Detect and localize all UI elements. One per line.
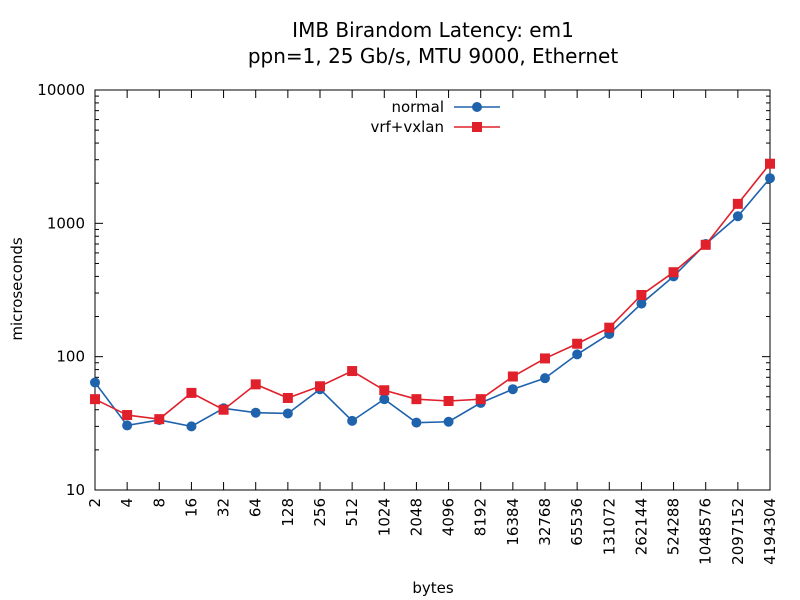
x-tick-label: 64 (247, 498, 265, 517)
data-point-circle (379, 394, 390, 405)
x-tick-label: 2048 (407, 498, 425, 536)
x-tick-label: 1024 (375, 498, 393, 536)
x-tick-label: 128 (279, 498, 297, 527)
legend-marker (472, 102, 482, 112)
chart-title: IMB Birandom Latency: em1 (292, 18, 574, 42)
data-point-square (282, 392, 293, 403)
legend: normal vrf+vxlan (370, 98, 500, 136)
x-tick-label: 65536 (568, 498, 586, 546)
y-axis-label: microseconds (8, 237, 26, 341)
data-point-square (765, 158, 775, 169)
data-point-square (315, 381, 325, 392)
data-point-square (475, 394, 486, 405)
data-point-square (347, 366, 358, 377)
data-point-square (90, 394, 100, 405)
x-tick-label: 4194304 (761, 498, 779, 565)
legend-label: vrf+vxlan (370, 118, 444, 136)
data-point-circle (636, 298, 647, 309)
x-tick-label: 512 (343, 498, 361, 527)
data-point-square (411, 394, 422, 405)
data-point-circle (411, 417, 422, 428)
data-point-square (379, 385, 390, 396)
x-tick-label: 262144 (632, 498, 650, 555)
x-tick-label: 32768 (536, 498, 554, 546)
x-tick-label: 1048576 (697, 498, 715, 565)
y-tick-label: 10000 (37, 81, 85, 99)
data-point-square (218, 404, 229, 415)
data-point-circle (347, 415, 358, 426)
x-tick-label: 256 (311, 498, 329, 527)
y-tick-label: 10 (66, 481, 85, 499)
x-tick-label: 16384 (504, 498, 522, 546)
x-tick-label: 524288 (665, 498, 683, 555)
data-point-square (154, 414, 165, 425)
series-layer (90, 158, 775, 432)
y-tick-label: 100 (56, 348, 85, 366)
x-tick-label: 2097152 (729, 498, 747, 565)
x-axis-label: bytes (412, 579, 454, 597)
x-tick-label: 8 (150, 498, 168, 508)
data-point-square (636, 290, 647, 301)
x-axis: 2 4 8 16 32 64 128 256 512 1024 2048 4096 8192 16384 3… (86, 90, 779, 565)
data-point-circle (732, 211, 743, 222)
data-point-square (700, 239, 711, 250)
data-point-circle (186, 421, 197, 432)
data-point-square (250, 379, 261, 390)
data-point-circle (250, 407, 261, 418)
data-point-circle (572, 349, 583, 360)
x-tick-label: 32 (215, 498, 233, 517)
legend-item: vrf+vxlan (370, 118, 500, 136)
x-tick-label: 4096 (440, 498, 458, 536)
data-point-square (668, 267, 679, 278)
data-point-circle (765, 173, 775, 184)
data-point-square (604, 322, 615, 333)
chart-subtitle: ppn=1, 25 Gb/s, MTU 9000, Ethernet (248, 44, 619, 68)
y-axis: 10 100 1000 10000 (37, 81, 770, 499)
series-line (94, 177, 771, 428)
data-point-circle (122, 420, 133, 431)
data-point-square (572, 338, 583, 349)
data-point-circle (507, 384, 518, 395)
data-point-square (443, 396, 454, 407)
y-tick-label: 1000 (47, 214, 85, 232)
legend-item: normal (391, 98, 500, 116)
data-point-circle (282, 408, 293, 419)
data-point-circle (443, 416, 454, 427)
data-point-square (732, 198, 743, 209)
series-1 (90, 158, 775, 425)
series-line (94, 163, 771, 420)
data-point-circle (90, 377, 100, 388)
data-point-circle (540, 373, 550, 384)
x-tick-label: 4 (118, 498, 136, 508)
x-tick-label: 16 (182, 498, 200, 517)
data-point-square (507, 371, 518, 382)
x-tick-label: 131072 (600, 498, 618, 555)
plot-frame (94, 89, 771, 491)
data-point-square (186, 387, 197, 398)
data-point-square (540, 353, 550, 364)
legend-marker (472, 122, 482, 132)
x-tick-label: 2 (86, 498, 104, 508)
legend-label: normal (391, 98, 444, 116)
data-point-square (122, 410, 133, 421)
x-tick-label: 8192 (472, 498, 490, 536)
